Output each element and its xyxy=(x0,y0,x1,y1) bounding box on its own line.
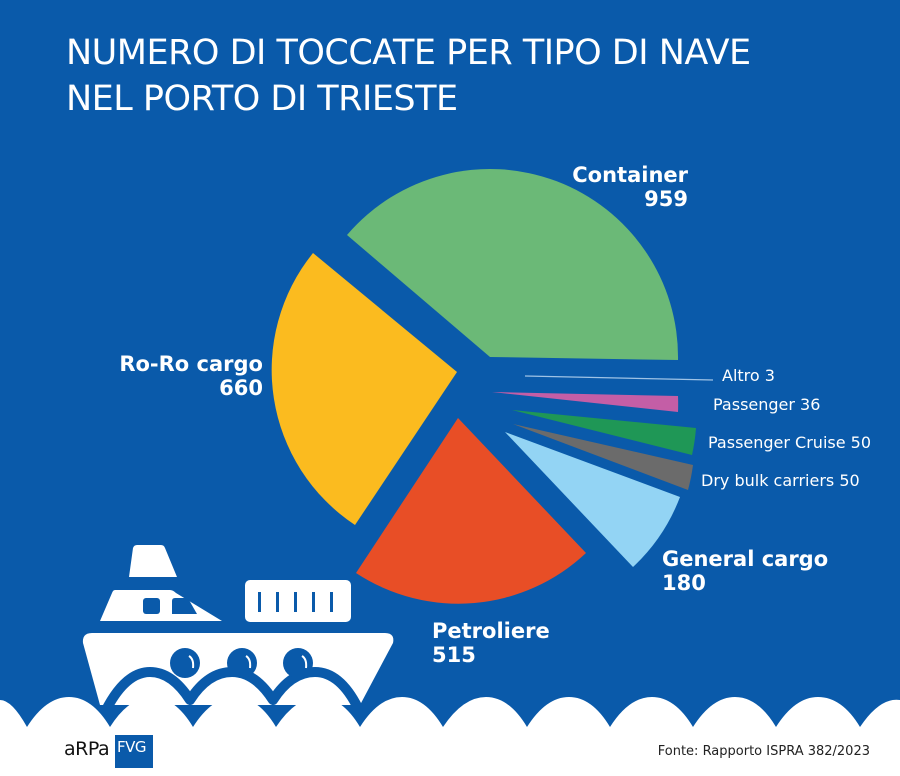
label-roro: Ro-Ro cargo 660 xyxy=(119,352,263,400)
slice-altro[interactable] xyxy=(524,375,714,381)
title-line-2: NEL PORTO DI TRIESTE xyxy=(66,79,458,119)
label-petroliere: Petroliere 515 xyxy=(432,619,550,667)
label-petroliere-value: 515 xyxy=(432,643,476,667)
slice-passenger[interactable] xyxy=(492,392,679,412)
background-sea xyxy=(0,0,900,727)
title-line-1: NUMERO DI TOCCATE PER TIPO DI NAVE xyxy=(66,33,751,73)
label-altro: Altro 3 xyxy=(722,366,775,385)
chart-title: NUMERO DI TOCCATE PER TIPO DI NAVE NEL P… xyxy=(66,30,751,122)
slice-roro-cargo[interactable] xyxy=(271,253,457,525)
label-general-cargo-name: General cargo xyxy=(662,547,829,571)
label-roro-name: Ro-Ro cargo xyxy=(119,352,263,376)
logo-text: aRPa xyxy=(64,738,110,760)
label-general-cargo: General cargo 180 xyxy=(662,547,828,595)
logo-box: FVG xyxy=(115,735,153,768)
label-container: Container 959 xyxy=(572,163,688,211)
label-roro-value: 660 xyxy=(219,376,263,400)
slice-dry-bulk-carriers[interactable] xyxy=(513,424,693,490)
pie-chart xyxy=(271,169,714,604)
label-general-cargo-value: 180 xyxy=(662,571,706,595)
label-dry-bulk-carriers: Dry bulk carriers 50 xyxy=(701,471,860,490)
slice-passenger-cruise[interactable] xyxy=(512,410,696,455)
slice-container[interactable] xyxy=(347,169,679,360)
logo-box-text: FVG xyxy=(117,738,147,756)
label-passenger-cruise: Passenger Cruise 50 xyxy=(708,433,872,452)
slice-general-cargo[interactable] xyxy=(505,432,680,567)
slice-petroliere[interactable] xyxy=(356,418,586,604)
source-note: Fonte: Rapporto ISPRA 382/2023 xyxy=(657,744,870,759)
label-container-value: 959 xyxy=(644,187,688,211)
label-container-name: Container xyxy=(572,163,688,187)
ship-icon xyxy=(82,545,394,715)
label-petroliere-name: Petroliere xyxy=(432,619,550,643)
label-passenger: Passenger 36 xyxy=(713,395,821,414)
